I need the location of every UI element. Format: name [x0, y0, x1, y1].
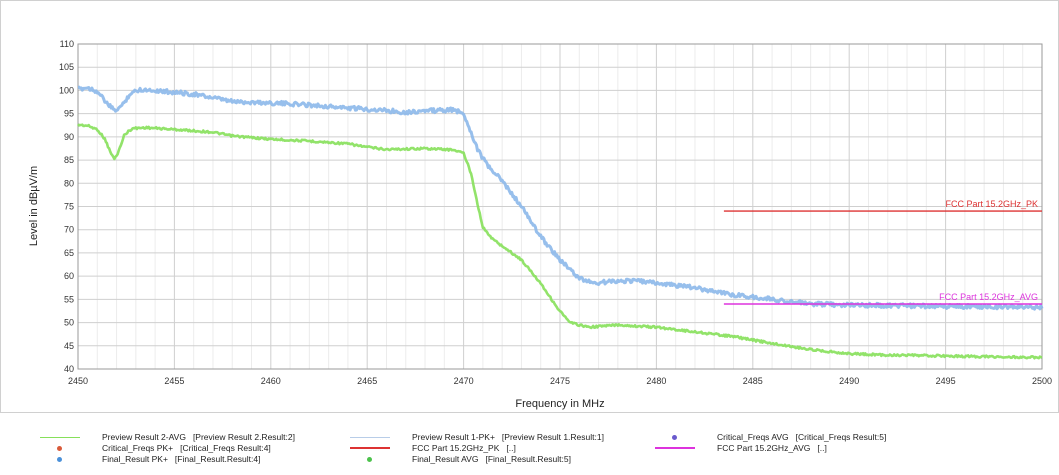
- legend-label: Preview Result 2-AVG [Preview Result 2.Re…: [102, 432, 295, 443]
- x-tick-label: 2485: [743, 376, 763, 386]
- x-tick-label: 2450: [68, 376, 88, 386]
- legend-label: Critical_Freqs PK+ [Critical_Freqs Result…: [102, 443, 271, 454]
- legend-swatch: [350, 454, 390, 465]
- limit-line-label: FCC Part 15.2GHz_AVG: [939, 292, 1038, 302]
- legend-series-detail: [Final_Result.Result:5]: [485, 454, 571, 464]
- legend-swatch: [40, 454, 80, 465]
- legend-label: Final_Result PK+ [Final_Result.Result:4]: [102, 454, 260, 465]
- legend-label: Critical_Freqs AVG [Critical_Freqs Result…: [717, 432, 886, 443]
- legend-series-name: FCC Part 15.2GHz_PK: [412, 443, 500, 453]
- legend-label: FCC Part 15.2GHz_AVG [..]: [717, 443, 827, 454]
- y-tick-label: 105: [59, 62, 74, 72]
- y-tick-label: 60: [64, 271, 74, 281]
- legend-label: Preview Result 1-PK+ [Preview Result 1.Re…: [412, 432, 604, 443]
- limit-line-label: FCC Part 15.2GHz_PK: [945, 199, 1038, 209]
- legend-series-name: Critical_Freqs PK+: [102, 443, 174, 453]
- legend-marker: [672, 435, 677, 440]
- y-tick-label: 50: [64, 318, 74, 328]
- x-tick-label: 2495: [936, 376, 956, 386]
- x-tick-label: 2475: [550, 376, 570, 386]
- y-tick-label: 65: [64, 248, 74, 258]
- legend-series-name: Final_Result PK+: [102, 454, 168, 464]
- limit-labels: FCC Part 15.2GHz_PK FCC Part 15.2GHz_AVG: [939, 199, 1038, 302]
- legend-series-detail: [Final_Result.Result:4]: [174, 454, 261, 464]
- legend-marker: [40, 437, 80, 438]
- legend-series-name: FCC Part 15.2GHz_AVG: [717, 443, 811, 453]
- y-tick-label: 55: [64, 294, 74, 304]
- x-tick-label: 2455: [164, 376, 184, 386]
- series-0: [77, 123, 1043, 360]
- legend-swatch: [40, 443, 80, 454]
- series-layer: [77, 85, 1044, 360]
- legend-swatch: [350, 432, 390, 443]
- y-tick-labels: 40 45 50 55 60 65 70 75 80 85 90 95 100 105 110: [59, 39, 74, 374]
- legend-swatch: [350, 443, 390, 454]
- legend-series-detail: [Preview Result 2.Result:2]: [192, 432, 295, 442]
- legend-series-detail: [..]: [506, 443, 516, 453]
- x-tick-labels: 2450 2455 2460 2465 2470 2475 2480 2485 2490 2495…: [68, 376, 1052, 386]
- legend-series-detail: [Preview Result 1.Result:1]: [501, 432, 604, 442]
- series-trace: [77, 85, 1044, 311]
- legend-marker: [57, 446, 62, 451]
- y-tick-label: 70: [64, 225, 74, 235]
- y-axis-label: Level in dBµV/m: [28, 166, 40, 246]
- x-axis-label: Frequency in MHz: [515, 398, 604, 410]
- x-tick-label: 2500: [1032, 376, 1052, 386]
- legend-series-name: Preview Result 2-AVG: [102, 432, 186, 442]
- legend-series-name: Preview Result 1-PK+: [412, 432, 495, 442]
- legend-marker: [367, 457, 372, 462]
- y-tick-label: 90: [64, 132, 74, 142]
- legend-marker: [350, 447, 390, 449]
- x-tick-label: 2470: [454, 376, 474, 386]
- y-tick-label: 40: [64, 364, 74, 374]
- y-tick-label: 75: [64, 202, 74, 212]
- y-tick-label: 80: [64, 178, 74, 188]
- x-tick-label: 2460: [261, 376, 281, 386]
- legend-series-name: Critical_Freqs AVG: [717, 432, 789, 442]
- y-tick-label: 100: [59, 85, 74, 95]
- legend-marker: [655, 447, 695, 449]
- legend-series-name: Final_Result AVG: [412, 454, 479, 464]
- legend: Preview Result 2-AVG [Preview Result 2.Re…: [0, 428, 1059, 475]
- legend-series-detail: [Critical_Freqs Result:5]: [795, 432, 887, 442]
- legend-swatch: [40, 432, 80, 443]
- y-tick-label: 95: [64, 109, 74, 119]
- series-1: [77, 85, 1044, 311]
- series-trace: [77, 123, 1043, 360]
- x-tick-label: 2465: [357, 376, 377, 386]
- x-tick-label: 2490: [839, 376, 859, 386]
- legend-series-detail: [Critical_Freqs Result:4]: [180, 443, 271, 453]
- plot-area: [77, 43, 1043, 370]
- legend-label: Final_Result AVG [Final_Result.Result:5]: [412, 454, 571, 465]
- x-tick-label: 2480: [646, 376, 666, 386]
- legend-marker: [350, 437, 390, 438]
- legend-swatch: [655, 443, 695, 454]
- y-tick-label: 45: [64, 341, 74, 351]
- y-tick-label: 110: [60, 39, 74, 49]
- legend-marker: [57, 457, 62, 462]
- legend-swatch: [655, 432, 695, 443]
- legend-series-detail: [..]: [817, 443, 827, 453]
- y-tick-label: 85: [64, 155, 74, 165]
- legend-label: FCC Part 15.2GHz_PK [..]: [412, 443, 516, 454]
